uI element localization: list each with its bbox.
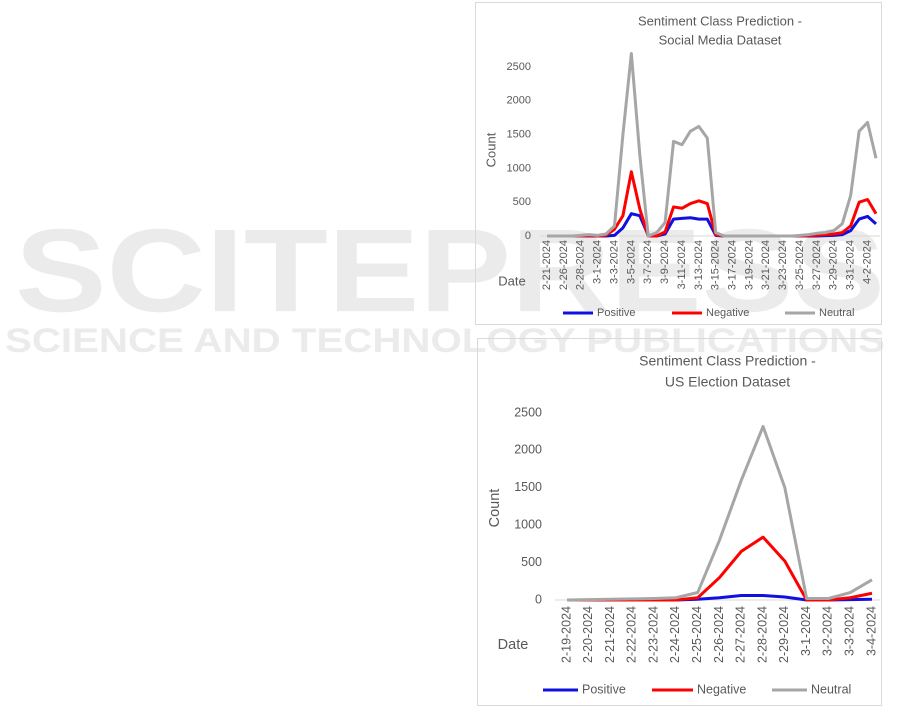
y-axis-label: Count [487, 489, 503, 528]
y-tick-label: 500 [521, 555, 542, 569]
chart-frame [475, 2, 882, 325]
x-tick-label: 3-19-2024 [743, 240, 755, 290]
x-tick-label: 3-23-2024 [777, 240, 789, 290]
x-tick-label: 3-1-2024 [592, 240, 604, 284]
watermark-title: SCITEPRESS [15, 205, 885, 337]
x-tick-label: 2-24-2024 [668, 606, 682, 663]
x-tick-label: 3-5-2024 [625, 240, 637, 284]
legend-label: Neutral [819, 307, 854, 319]
y-tick-label: 500 [513, 196, 531, 208]
x-tick-label: 2-26-2024 [712, 606, 726, 663]
x-tick-label: 3-29-2024 [828, 240, 840, 290]
x-tick-label: 4-2-2024 [861, 240, 873, 284]
x-tick-label: 2-28-2024 [575, 240, 587, 290]
series-line [567, 535, 873, 602]
x-tick-label: 2-19-2024 [559, 606, 573, 663]
watermark-subtitle: SCIENCE AND TECHNOLOGY PUBLICATIONS [5, 322, 885, 360]
y-tick-label: 2000 [507, 95, 531, 107]
x-tick-label: 3-4-2024 [864, 606, 878, 656]
y-tick-label: 2000 [514, 443, 542, 457]
x-tick-label: 2-22-2024 [625, 606, 639, 663]
legend-label: Neutral [811, 682, 851, 696]
x-tick-label: 3-21-2024 [760, 240, 772, 290]
y-tick-label: 0 [525, 230, 531, 242]
y-tick-label: 2500 [507, 61, 531, 73]
x-tick-label: 3-3-2024 [608, 240, 620, 284]
x-tick-label: 3-1-2024 [799, 606, 813, 656]
x-tick-label: 3-17-2024 [726, 240, 738, 290]
chart-title: Sentiment Class Prediction - [638, 13, 802, 28]
x-axis-label: Date [498, 637, 529, 653]
x-tick-label: 2-29-2024 [777, 606, 791, 663]
y-tick-label: 1000 [514, 517, 542, 531]
x-tick-label: 3-25-2024 [794, 240, 806, 290]
x-tick-label: 3-27-2024 [811, 240, 823, 290]
y-tick-label: 1500 [507, 129, 531, 141]
legend-label: Positive [597, 307, 636, 319]
y-axis-label: Count [483, 132, 498, 167]
chart-subtitle: US Election Dataset [665, 374, 790, 390]
x-tick-label: 3-9-2024 [659, 240, 671, 284]
x-tick-label: 2-21-2024 [541, 240, 553, 290]
x-tick-label: 2-26-2024 [558, 240, 570, 290]
legend-label: Negative [706, 307, 749, 319]
y-tick-label: 1000 [507, 162, 531, 174]
x-tick-label: 3-31-2024 [845, 240, 857, 290]
x-axis-label: Date [498, 273, 525, 288]
y-tick-label: 0 [535, 592, 542, 606]
chart-frame [477, 338, 882, 706]
x-tick-label: 2-20-2024 [581, 606, 595, 663]
x-tick-label: 3-2-2024 [821, 606, 835, 656]
y-tick-label: 1500 [514, 480, 542, 494]
x-tick-label: 2-23-2024 [646, 606, 660, 663]
x-tick-label: 3-15-2024 [710, 240, 722, 290]
legend-label: Negative [697, 682, 746, 696]
chart-title: Sentiment Class Prediction - [639, 353, 816, 369]
series-line [547, 51, 878, 238]
x-tick-label: 3-11-2024 [676, 240, 688, 289]
x-tick-label: 3-3-2024 [843, 606, 857, 656]
chart-subtitle: Social Media Dataset [659, 32, 782, 47]
x-tick-label: 2-27-2024 [734, 606, 748, 663]
x-tick-label: 2-28-2024 [755, 606, 769, 663]
legend-label: Positive [582, 682, 626, 696]
x-tick-label: 3-7-2024 [642, 240, 654, 284]
series-line [566, 424, 873, 602]
x-tick-label: 3-13-2024 [693, 240, 705, 290]
x-tick-label: 2-21-2024 [603, 606, 617, 663]
y-tick-label: 2500 [514, 405, 542, 419]
x-tick-label: 2-25-2024 [690, 606, 704, 663]
